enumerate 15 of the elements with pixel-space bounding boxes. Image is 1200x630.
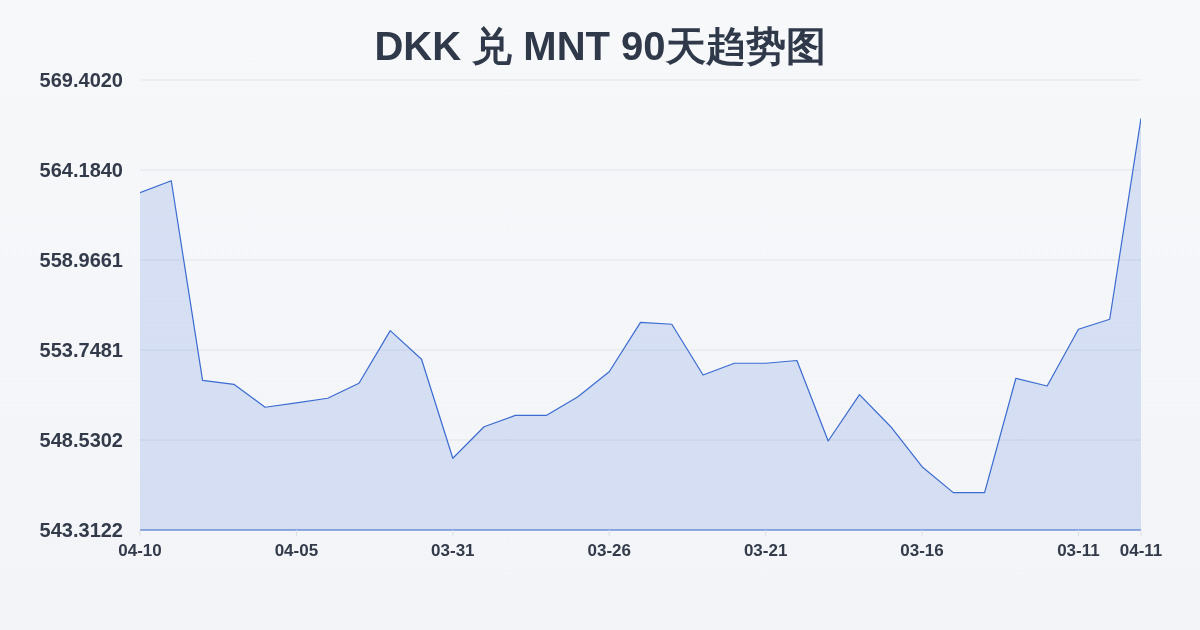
y-tick-label: 543.3122 bbox=[39, 519, 123, 542]
y-tick-label: 564.1840 bbox=[39, 159, 123, 182]
x-tick-label: 03-11 bbox=[1057, 541, 1100, 561]
x-tick-label: 04-05 bbox=[274, 541, 319, 561]
x-tick-label: 03-26 bbox=[587, 541, 631, 561]
chart-title: DKK 兑 MNT 90天趋势图 bbox=[374, 24, 826, 68]
y-tick-label: 553.7481 bbox=[39, 339, 123, 362]
x-tick-label: 03-31 bbox=[431, 541, 475, 561]
x-tick-label: 03-21 bbox=[743, 541, 788, 561]
y-tick-label: 558.9661 bbox=[39, 249, 123, 272]
x-tick-label: 04-10 bbox=[118, 541, 162, 561]
y-tick-label: 548.5302 bbox=[39, 429, 123, 452]
x-tick-label: 04-11 bbox=[1119, 541, 1163, 561]
x-tick-label: 03-16 bbox=[900, 541, 944, 561]
y-tick-label: 569.4020 bbox=[39, 69, 123, 92]
